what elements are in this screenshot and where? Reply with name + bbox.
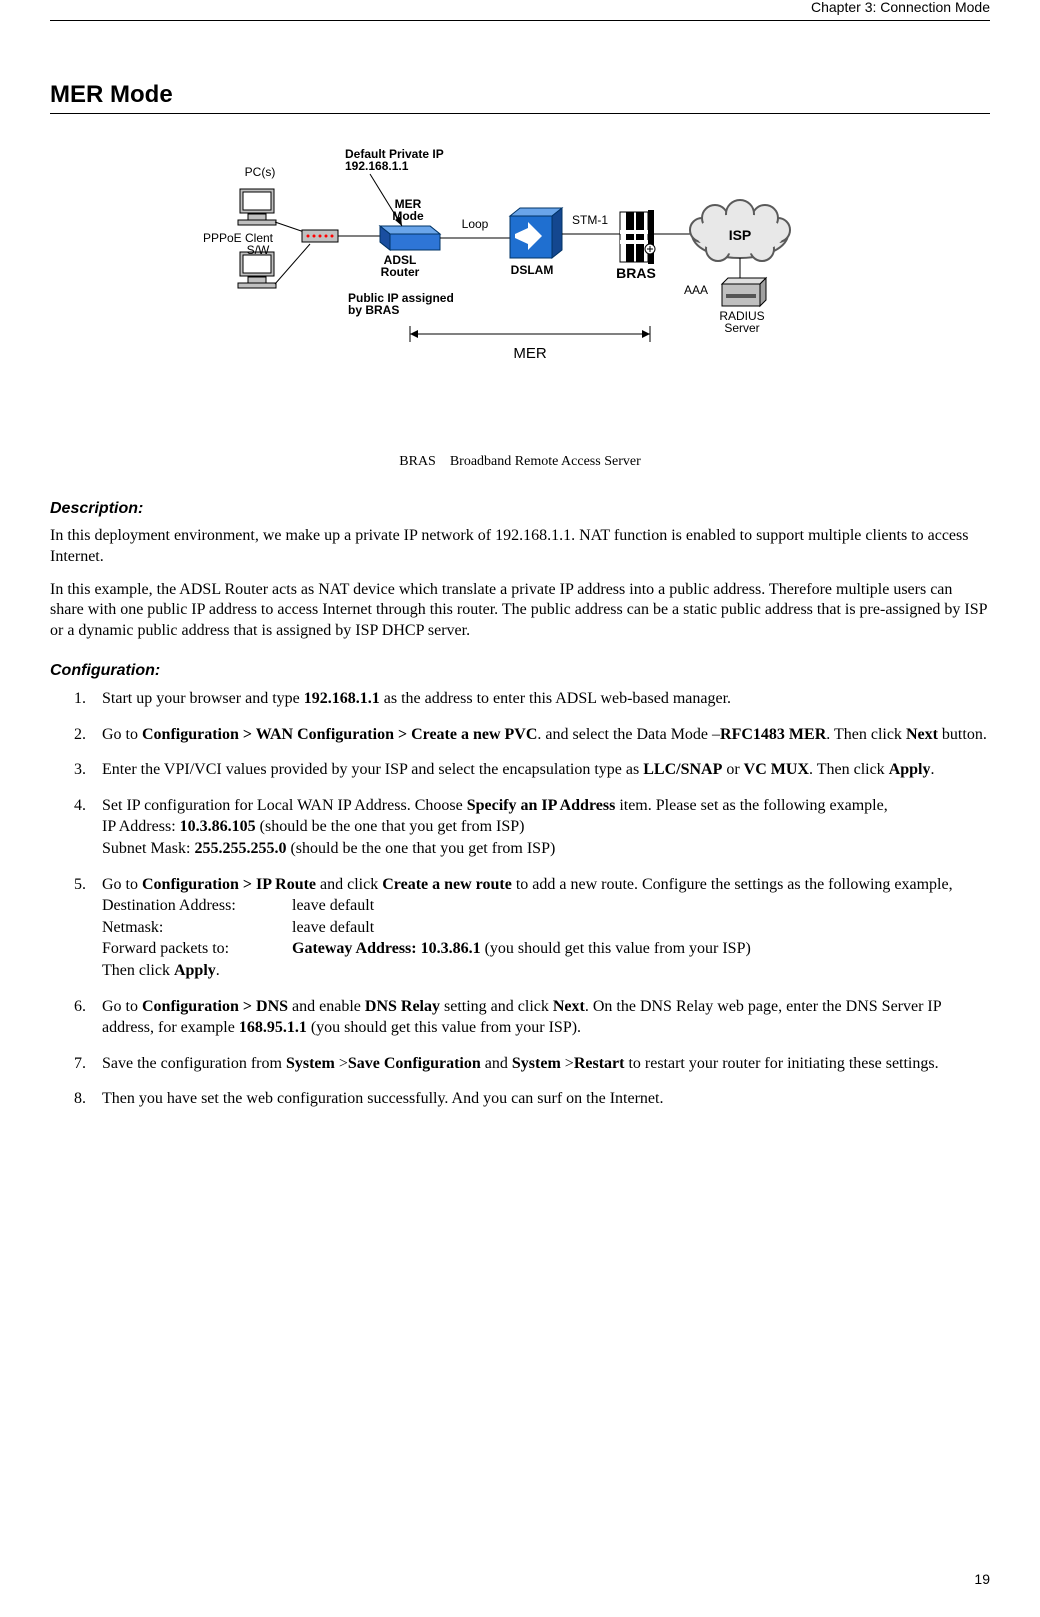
aaa-label: AAA	[684, 283, 708, 297]
bras-label: BRAS	[616, 265, 656, 281]
public-ip-2: by BRAS	[348, 303, 399, 317]
configuration-heading: Configuration:	[50, 662, 990, 680]
config-step-8: Then you have set the web configuration …	[90, 1088, 990, 1110]
adsl-2: Router	[381, 265, 420, 279]
stm1-label: STM-1	[572, 213, 608, 227]
bras-note: BRAS Broadband Remote Access Server	[50, 454, 990, 470]
chapter-label: Chapter 3: Connection Mode	[811, 0, 990, 15]
description-p2: In this example, the ADSL Router acts as…	[50, 580, 990, 642]
config-step-1: Start up your browser and type 192.168.1…	[90, 688, 990, 710]
pcs-label: PC(s)	[245, 165, 276, 179]
mer-span-label: MER	[513, 345, 547, 362]
description-heading: Description:	[50, 500, 990, 518]
config-step-2: Go to Configuration > WAN Configuration …	[90, 724, 990, 746]
def-ip-2: 192.168.1.1	[345, 159, 409, 173]
loop-label: Loop	[462, 217, 489, 231]
page-number: 19	[974, 1571, 990, 1587]
bras-full: Broadband Remote Access Server	[450, 454, 641, 469]
radius-2: Server	[724, 321, 759, 335]
config-step-6: Go to Configuration > DNS and enable DNS…	[90, 996, 990, 1039]
config-step-5: Go to Configuration > IP Route and click…	[90, 874, 990, 982]
config-step-3: Enter the VPI/VCI values provided by you…	[90, 759, 990, 781]
configuration-list: Start up your browser and type 192.168.1…	[50, 688, 990, 1110]
config-step-4: Set IP configuration for Local WAN IP Ad…	[90, 795, 990, 860]
page-title: MER Mode	[50, 81, 990, 114]
dslam-label: DSLAM	[511, 263, 554, 277]
bras-abbr: BRAS	[399, 454, 436, 469]
config-step-7: Save the configuration from System >Save…	[90, 1053, 990, 1075]
description-p1: In this deployment environment, we make …	[50, 526, 990, 568]
sw-label: S/W	[247, 243, 270, 257]
network-diagram: PC(s) PPPoE Clent S/W MER Mode ADSL Rout…	[50, 134, 990, 434]
isp-label: ISP	[729, 227, 752, 243]
